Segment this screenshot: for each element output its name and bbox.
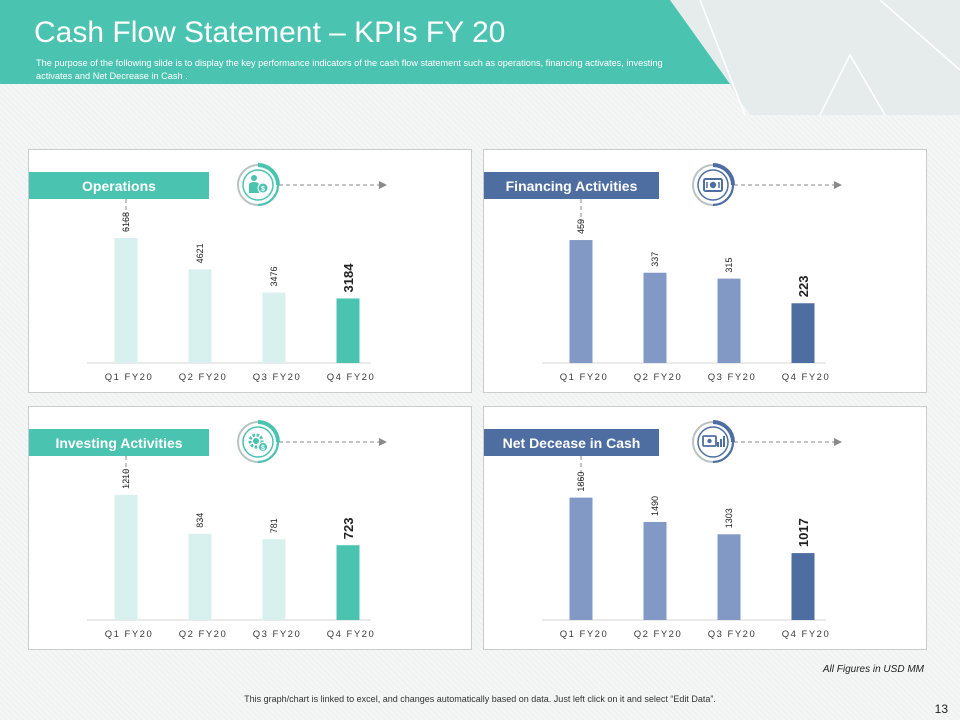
x-tick-label: Q4 FY20 [782, 629, 831, 640]
x-tick-label: Q3 FY20 [253, 372, 302, 383]
arrow-head-icon [379, 438, 387, 446]
panel-title: Net Decease in Cash [503, 435, 641, 451]
bar-q1-fy20[interactable] [114, 237, 138, 363]
bar-q2-fy20[interactable] [643, 521, 667, 620]
x-tick-label: Q2 FY20 [179, 372, 228, 383]
data-label: 1210 [121, 469, 131, 489]
data-label: 315 [724, 258, 734, 273]
panel-title: Operations [82, 178, 156, 194]
data-label: 1490 [650, 496, 660, 516]
page-subtitle: The purpose of the following slide is to… [36, 58, 663, 81]
data-label: 3184 [341, 263, 356, 293]
operations-panel[interactable]: Operations $6168 Q1 FY20 4621 Q2 FY20 3476 Q3 … [28, 149, 472, 393]
bar-q4-fy20[interactable] [791, 303, 815, 363]
data-label: 223 [796, 276, 811, 298]
x-tick-label: Q2 FY20 [634, 372, 683, 383]
person-dollar-icon: $ [237, 163, 280, 207]
svg-text:$: $ [261, 186, 265, 193]
bar-q1-fy20[interactable] [569, 240, 593, 363]
header-banner [0, 0, 960, 116]
net-decrease-in-cash-panel[interactable]: Net Decease in Cash 1860 Q1 FY20 1490 Q2 FY2… [483, 406, 927, 650]
bar-q3-fy20[interactable] [717, 534, 741, 620]
panel-title-box [484, 172, 659, 199]
x-tick-label: Q1 FY20 [560, 629, 609, 640]
data-label: 1860 [576, 472, 586, 492]
bar-q3-fy20[interactable] [262, 292, 286, 363]
svg-text:$: $ [261, 445, 265, 452]
data-label: 1303 [724, 508, 734, 528]
x-tick-label: Q4 FY20 [327, 372, 376, 383]
bar-q2-fy20[interactable] [643, 272, 667, 363]
bar-q4-fy20[interactable] [791, 553, 815, 620]
bar-q4-fy20[interactable] [336, 298, 360, 363]
footnote: This graph/chart is linked to excel, and… [244, 694, 716, 704]
banknote-icon [692, 163, 735, 207]
data-label: 459 [576, 219, 586, 234]
financing-activities-panel[interactable]: Financing Activities 459 Q1 FY20 337 Q2 FY20… [483, 149, 927, 393]
data-label: 723 [341, 518, 356, 540]
chart-net-decease-in-cash: Net Decease in Cash 1860 Q1 FY20 1490 Q2 FY2… [484, 420, 842, 640]
x-tick-label: Q3 FY20 [708, 629, 757, 640]
page-number: 13 [934, 702, 948, 716]
arrow-head-icon [379, 181, 387, 189]
bar-q1-fy20[interactable] [114, 494, 138, 620]
arrow-head-icon [834, 438, 842, 446]
x-tick-label: Q4 FY20 [782, 372, 831, 383]
x-tick-label: Q3 FY20 [708, 372, 757, 383]
data-label: 4621 [195, 243, 205, 263]
panel-title-box [29, 172, 209, 199]
data-label: 6168 [121, 212, 131, 232]
chart-investing-activities: Investing Activities $1210 Q1 FY20 834 Q2 FY… [29, 420, 387, 640]
x-tick-label: Q4 FY20 [327, 629, 376, 640]
data-label: 834 [195, 513, 205, 528]
x-tick-label: Q3 FY20 [253, 629, 302, 640]
panel-title-box [484, 429, 659, 456]
gear-dollar-icon: $ [237, 420, 280, 464]
panel-title: Investing Activities [55, 435, 182, 451]
x-tick-label: Q2 FY20 [634, 629, 683, 640]
x-tick-label: Q1 FY20 [105, 629, 154, 640]
bar-q3-fy20[interactable] [262, 539, 286, 620]
x-tick-label: Q1 FY20 [560, 372, 609, 383]
bar-q2-fy20[interactable] [188, 533, 212, 620]
chart-financing-activities: Financing Activities 459 Q1 FY20 337 Q2 FY20… [484, 163, 842, 383]
data-label: 781 [269, 518, 279, 533]
figures-unit-note: All Figures in USD MM [822, 664, 924, 675]
x-tick-label: Q2 FY20 [179, 629, 228, 640]
investing-activities-panel[interactable]: Investing Activities $1210 Q1 FY20 834 Q2 FY… [28, 406, 472, 650]
bar-q2-fy20[interactable] [188, 269, 212, 363]
bar-q4-fy20[interactable] [336, 545, 360, 620]
page-title: Cash Flow Statement – KPIs FY 20 [34, 16, 506, 49]
data-label: 3476 [269, 267, 279, 287]
chart-operations: Operations $6168 Q1 FY20 4621 Q2 FY20 3476 Q3 … [29, 163, 387, 383]
bar-q1-fy20[interactable] [569, 497, 593, 620]
bar-q3-fy20[interactable] [717, 278, 741, 363]
arrow-head-icon [834, 181, 842, 189]
panel-title-box [29, 429, 209, 456]
data-label: 1017 [796, 518, 811, 547]
panel-title: Financing Activities [506, 178, 638, 194]
cash-chart-icon [692, 420, 735, 464]
data-label: 337 [650, 252, 660, 267]
x-tick-label: Q1 FY20 [105, 372, 154, 383]
